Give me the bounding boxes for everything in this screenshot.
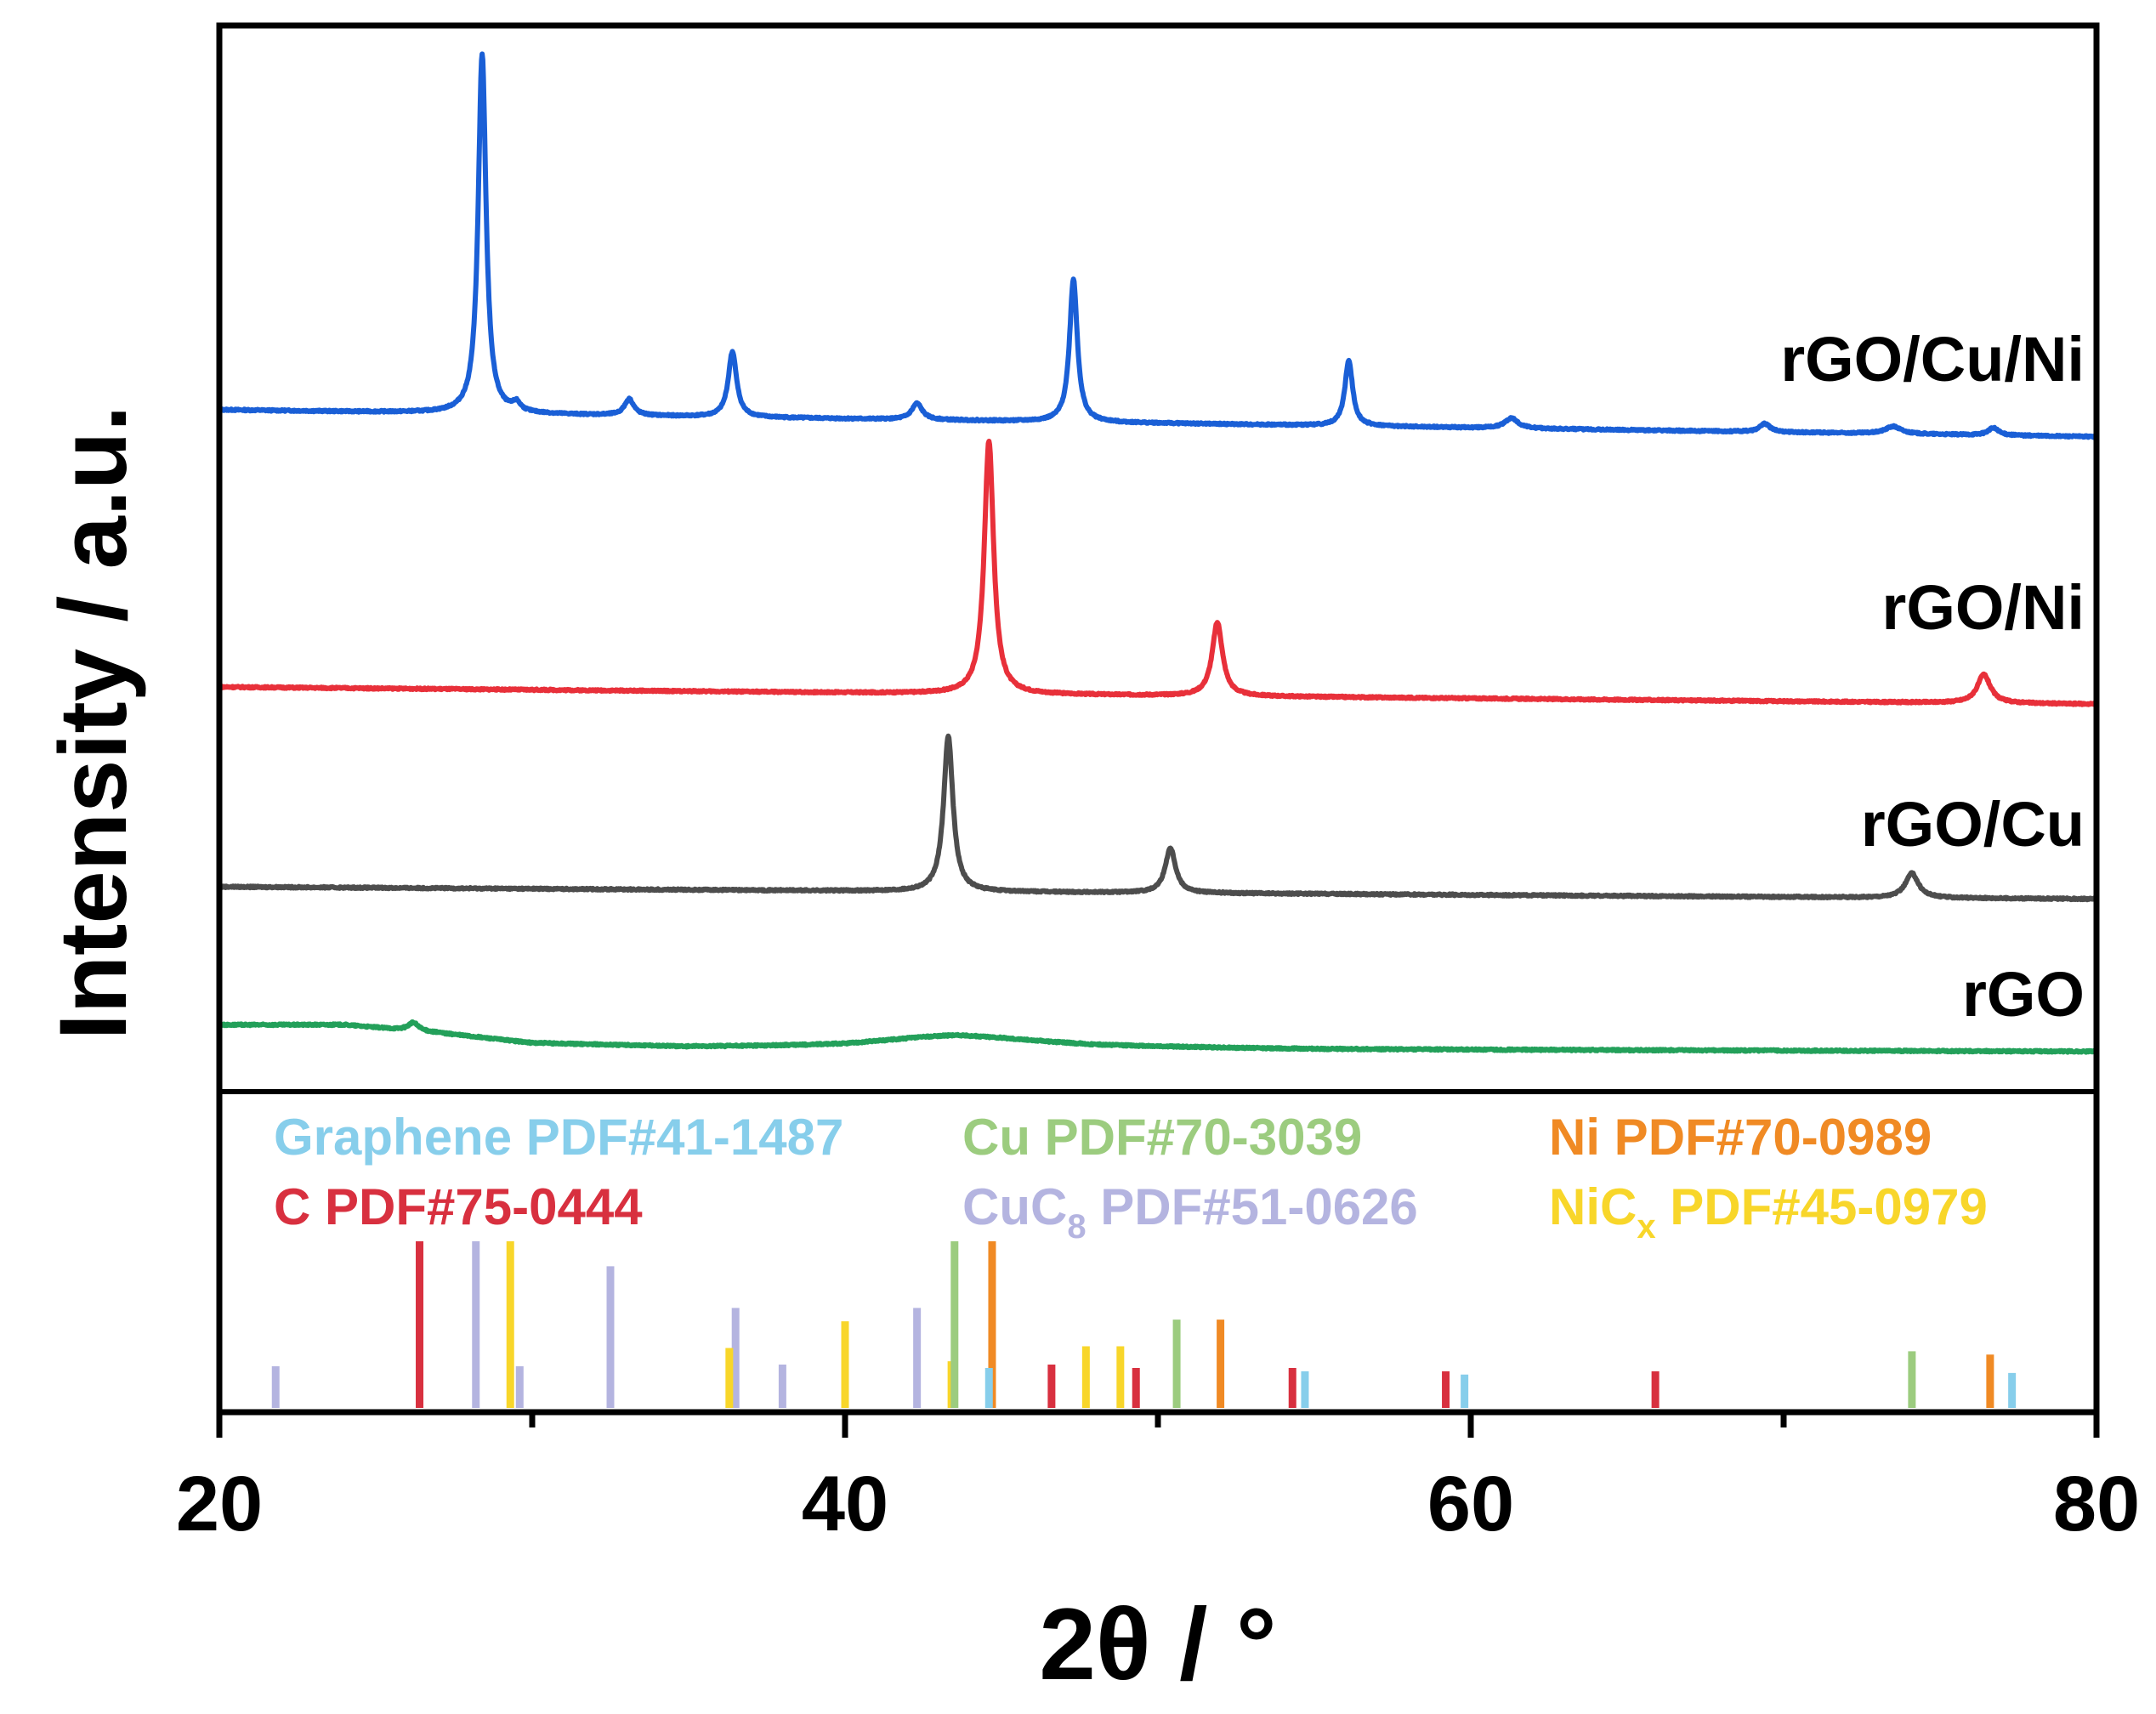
ref-legend-cuc8: CuC8 PDF#51-0626 xyxy=(962,1178,1418,1246)
series-label-rgo-cu: rGO/Cu xyxy=(1861,789,2085,860)
ref-legend-nicx: NiCx PDF#45-0979 xyxy=(1549,1178,1988,1246)
x-tick-label: 60 xyxy=(1427,1461,1514,1547)
ref-legend-cu: Cu PDF#70-3039 xyxy=(962,1109,1362,1166)
xrd-curves xyxy=(217,51,2099,1055)
series-line-rgo-cu xyxy=(217,733,2099,903)
series-label-rgo-ni: rGO/Ni xyxy=(1882,572,2085,643)
series-line-rgo-ni xyxy=(217,439,2099,707)
x-tick-label: 80 xyxy=(2053,1461,2140,1547)
x-axis-ticks xyxy=(216,1412,2100,1438)
y-axis-title: Intensity / a.u. xyxy=(40,406,146,1041)
series-line-rgo-cu-ni xyxy=(217,51,2099,440)
x-tick-label: 20 xyxy=(176,1461,263,1547)
ref-legend-c: C PDF#75-0444 xyxy=(274,1178,643,1235)
reference-sticks xyxy=(271,1241,2017,1408)
ref-legend-ni: Ni PDF#70-0989 xyxy=(1549,1109,1932,1166)
series-line-rgo xyxy=(217,1019,2099,1055)
ref-legend-graphene: Graphene PDF#41-1487 xyxy=(274,1109,843,1166)
x-axis-title: 2θ / ° xyxy=(1039,1587,1277,1701)
series-label-rgo: rGO xyxy=(1962,959,2085,1030)
x-tick-label: 40 xyxy=(802,1461,888,1547)
series-label-rgo-cu-ni: rGO/Cu/Ni xyxy=(1780,324,2085,394)
